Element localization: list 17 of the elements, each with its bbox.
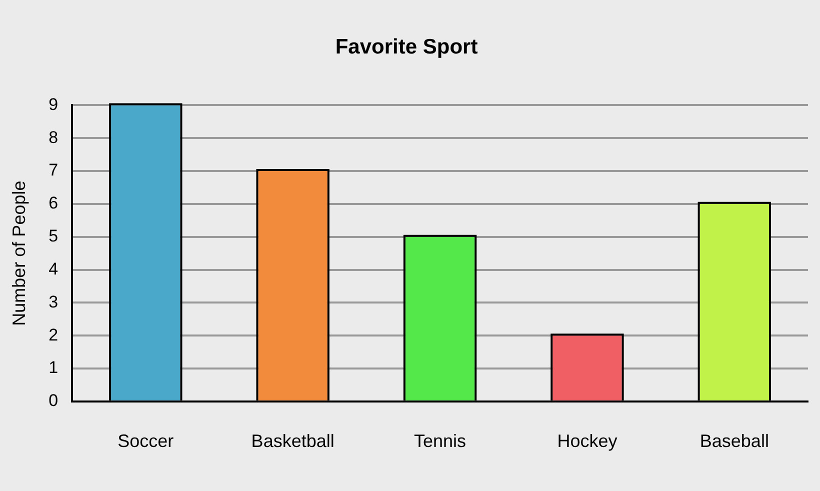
y-tick-label: 6 [48, 194, 58, 213]
x-tick-label: Baseball [700, 431, 769, 452]
x-tick-label: Hockey [557, 431, 618, 452]
y-tick-label: 5 [48, 226, 58, 246]
y-tick-label: 0 [48, 391, 58, 410]
x-tick-label: Soccer [118, 431, 174, 452]
y-tick-label: 7 [48, 160, 58, 180]
y-tick-label: 1 [48, 358, 58, 378]
y-tick-label: 4 [48, 259, 58, 278]
x-tick-label: Basketball [251, 431, 334, 452]
y-tick-label: 8 [48, 128, 58, 147]
x-tick-label: Tennis [414, 431, 466, 452]
chart-title: Favorite Sport [335, 35, 478, 58]
y-tick-label: 2 [48, 325, 58, 344]
y-axis-title: Number of People [8, 180, 29, 326]
y-tick-label: 9 [48, 94, 58, 114]
y-tick-label: 3 [48, 292, 58, 312]
